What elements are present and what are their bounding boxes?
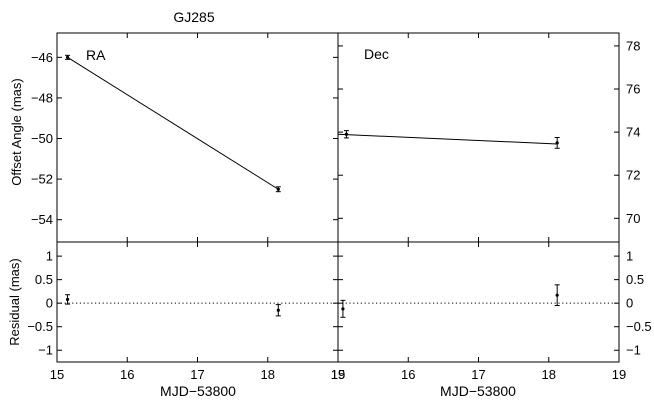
ra-residual-ytick-label: −0.5 (27, 319, 53, 334)
panel-label-ra: RA (86, 47, 106, 63)
dec-offset-data-point (555, 141, 559, 145)
dec-residual-panel: −1 −0.5 0 0.5 1 15 16 17 18 19 (331, 241, 652, 382)
ra-residual-xtick-label: 15 (50, 367, 64, 382)
dec-offset-ytick-label: 74 (626, 125, 640, 140)
dec-residual-frame (337, 241, 620, 363)
dec-offset-ytick-label: 78 (626, 38, 640, 53)
dec-offset-ytick-label: 76 (626, 82, 640, 97)
dec-residual-data-point (555, 293, 559, 297)
ra-offset-ytick-label: −50 (31, 131, 53, 146)
ra-offset-ytick-label: −54 (31, 212, 53, 227)
dec-residual-xtick-label: 18 (542, 367, 556, 382)
figure-title: GJ285 (173, 9, 214, 25)
ra-residual-xtick-label: 19 (331, 367, 345, 382)
dec-residual-ytick-label: 1 (626, 249, 633, 264)
dec-residual-ytick-label: 0 (626, 296, 633, 311)
dec-residual-xtick-label: 16 (401, 367, 415, 382)
ra-offset-ytick-label: −46 (31, 50, 53, 65)
dec-offset-fit-line (337, 133, 558, 145)
dec-offset-frame (337, 32, 620, 243)
ra-residual-ytick-label: 0.5 (35, 272, 53, 287)
dec-offset-panel: 70 72 74 76 78 (337, 32, 640, 243)
ra-offset-ytick-label: −48 (31, 90, 53, 105)
ra-residual-ytick-label: −1 (38, 343, 53, 358)
ra-offset-frame (56, 32, 339, 243)
dec-residual-ytick-label: −1 (626, 343, 641, 358)
dec-residual-xtick-label: 17 (471, 367, 485, 382)
ra-residual-xtick-label: 17 (190, 367, 204, 382)
ra-residual-xtick-label: 16 (120, 367, 134, 382)
dec-offset-data-point (344, 132, 349, 136)
panel-label-dec: Dec (364, 46, 389, 62)
ra-residual-data-point (276, 308, 280, 312)
dec-residual-xtick-label: 19 (612, 367, 626, 382)
xlabel-right: MJD−53800 (440, 383, 516, 399)
xlabel-left: MJD−53800 (160, 383, 236, 399)
ra-residual-data-point (65, 297, 70, 302)
ylabel-residual: Residual (mas) (7, 258, 22, 345)
dec-residual-data-point (341, 307, 345, 311)
ra-residual-ytick-label: 1 (46, 249, 53, 264)
dec-offset-ytick-label: 72 (626, 168, 640, 183)
ra-offset-fit-line (67, 56, 279, 190)
dec-offset-ytick-label: 70 (626, 211, 640, 226)
ra-offset-panel: −54 −52 −50 −48 −46 (31, 32, 339, 243)
ra-offset-data-point (65, 55, 70, 59)
ra-residual-panel: −1 −0.5 0 0.5 1 15 16 17 18 19 (27, 241, 345, 382)
ra-offset-data-point (276, 187, 280, 191)
ra-residual-frame (56, 241, 339, 363)
dec-residual-xtick-label: 15 (331, 367, 345, 382)
ra-residual-xtick-label: 18 (261, 367, 275, 382)
ylabel-offset: Offset Angle (mas) (9, 78, 24, 185)
dec-residual-ytick-label: −0.5 (626, 319, 652, 334)
ra-residual-ytick-label: 0 (46, 296, 53, 311)
dec-residual-ytick-label: 0.5 (626, 272, 644, 287)
ra-offset-ytick-label: −52 (31, 172, 53, 187)
